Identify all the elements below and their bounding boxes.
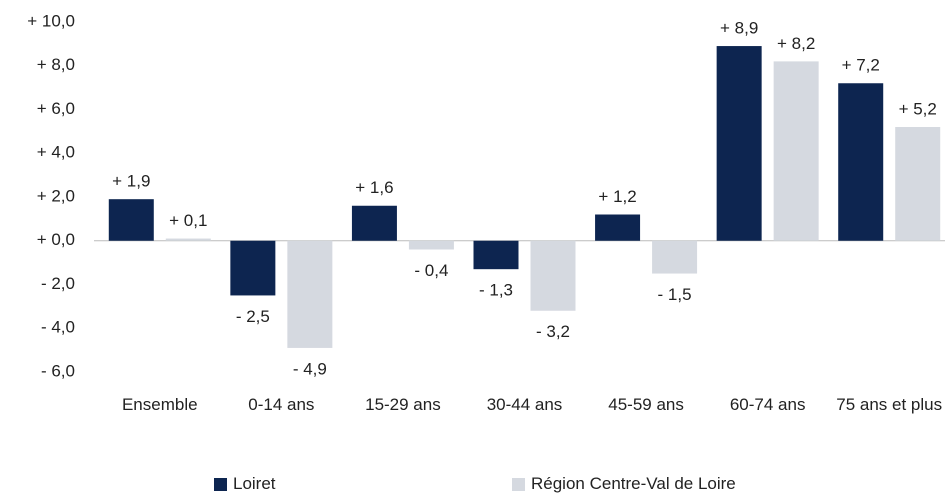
y-tick-label: + 8,0 <box>37 55 75 74</box>
x-tick-label: 15-29 ans <box>365 395 441 414</box>
bar <box>108 199 154 241</box>
y-tick-label: + 2,0 <box>37 186 75 205</box>
data-label: - 4,9 <box>293 359 327 378</box>
bar <box>716 46 762 241</box>
data-label: + 7,2 <box>842 56 880 75</box>
y-tick-label: + 6,0 <box>37 99 75 118</box>
data-label: + 1,9 <box>112 172 150 191</box>
data-label: - 2,5 <box>236 307 270 326</box>
data-label: + 8,9 <box>720 19 758 38</box>
bar <box>230 240 276 296</box>
data-label: + 8,2 <box>777 34 815 53</box>
y-tick-label: + 4,0 <box>37 143 75 162</box>
legend-swatch <box>512 477 525 491</box>
legend-label: Région Centre-Val de Loire <box>531 474 736 493</box>
y-tick-label: + 0,0 <box>37 230 75 249</box>
y-tick-label: - 4,0 <box>41 318 75 337</box>
x-tick-label: 0-14 ans <box>248 395 315 414</box>
bar <box>895 127 941 241</box>
data-label: - 1,5 <box>658 285 692 304</box>
bar <box>773 61 819 241</box>
bar <box>595 214 641 241</box>
bar <box>165 238 211 241</box>
data-label: - 3,2 <box>536 322 570 341</box>
data-label: + 1,2 <box>598 187 636 206</box>
x-tick-label: 60-74 ans <box>729 395 806 414</box>
data-label: + 1,6 <box>355 178 393 197</box>
bar <box>838 83 884 241</box>
x-tick-label: 45-59 ans <box>608 395 684 414</box>
data-label: - 1,3 <box>479 281 513 300</box>
bar <box>287 240 333 348</box>
legend-item: Région Centre-Val de Loire <box>512 474 736 494</box>
x-tick-label: Ensemble <box>121 395 198 414</box>
data-label: - 0,4 <box>414 261 448 280</box>
legend-swatch <box>214 477 227 491</box>
bar <box>530 240 576 311</box>
bar <box>351 205 397 241</box>
x-tick-label: 30-44 ans <box>486 395 563 414</box>
data-label: + 0,1 <box>169 211 207 230</box>
bar <box>473 240 519 270</box>
legend-item: Loiret <box>214 474 276 494</box>
x-tick-label: 75 ans et plus <box>836 395 943 414</box>
data-label: + 5,2 <box>899 99 937 118</box>
y-tick-label: - 6,0 <box>41 361 75 380</box>
y-tick-label: - 2,0 <box>41 274 75 293</box>
bar <box>408 240 454 250</box>
legend-label: Loiret <box>233 474 276 493</box>
y-tick-label: + 10,0 <box>27 11 75 30</box>
bar <box>652 240 698 274</box>
